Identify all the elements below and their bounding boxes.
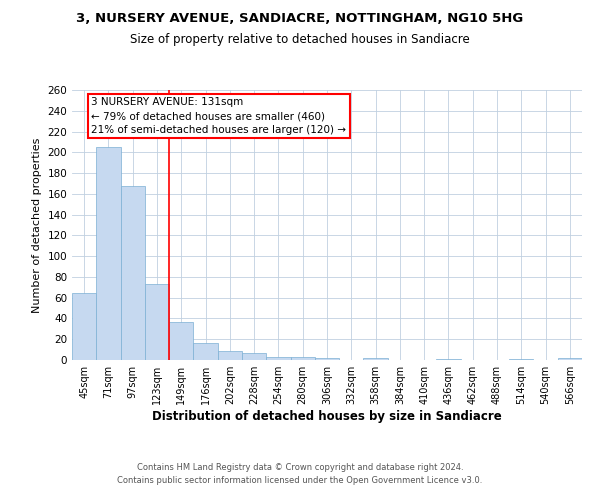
Bar [315,358,339,360]
Text: Size of property relative to detached houses in Sandiacre: Size of property relative to detached ho… [130,32,470,46]
Bar [266,357,290,360]
Bar [145,284,169,360]
Bar [121,186,145,360]
Bar [436,359,461,360]
Bar [290,357,315,360]
Bar [218,350,242,360]
Bar [169,322,193,360]
Text: 3, NURSERY AVENUE, SANDIACRE, NOTTINGHAM, NG10 5HG: 3, NURSERY AVENUE, SANDIACRE, NOTTINGHAM… [76,12,524,26]
Bar [72,292,96,360]
Bar [96,147,121,360]
Text: 3 NURSERY AVENUE: 131sqm
← 79% of detached houses are smaller (460)
21% of semi-: 3 NURSERY AVENUE: 131sqm ← 79% of detach… [91,98,346,136]
Bar [193,344,218,360]
Bar [364,358,388,360]
Text: Contains public sector information licensed under the Open Government Licence v3: Contains public sector information licen… [118,476,482,485]
Bar [242,352,266,360]
Text: Contains HM Land Registry data © Crown copyright and database right 2024.: Contains HM Land Registry data © Crown c… [137,464,463,472]
Bar [509,359,533,360]
Y-axis label: Number of detached properties: Number of detached properties [32,138,42,312]
Bar [558,358,582,360]
X-axis label: Distribution of detached houses by size in Sandiacre: Distribution of detached houses by size … [152,410,502,423]
